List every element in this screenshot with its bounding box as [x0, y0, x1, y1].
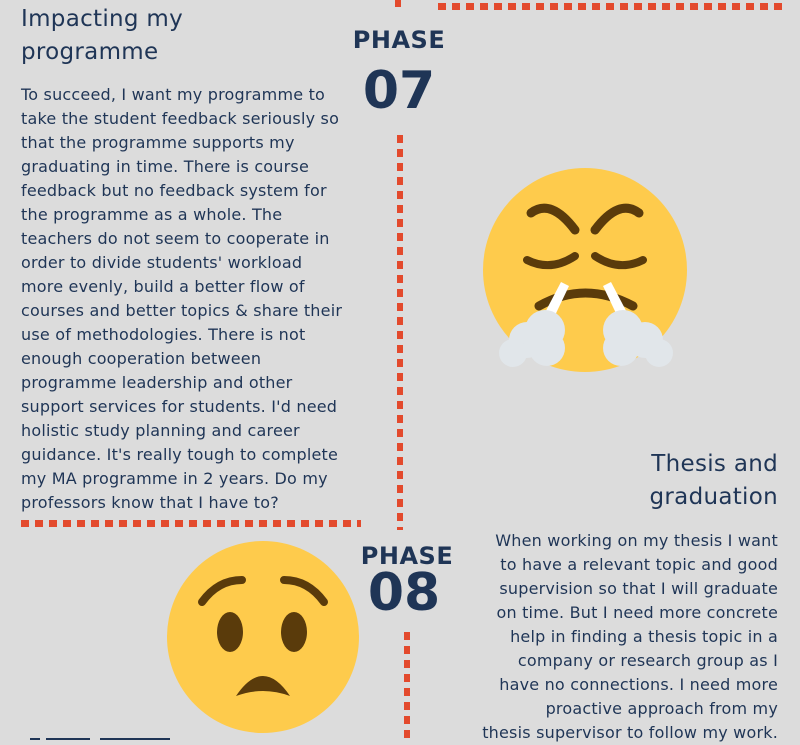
- phase08-label: PHASE: [360, 542, 454, 570]
- center-vertical-divider-upper: [397, 135, 403, 530]
- phase08-heading-line1: Thesis and: [651, 451, 778, 477]
- body-line: graduating in time. There is course: [21, 157, 309, 176]
- top-dot-marker: [395, 0, 401, 7]
- body-line: that the programme supports my: [21, 133, 295, 152]
- body-line: support services for students. I'd need: [21, 397, 338, 416]
- middle-dotted-divider: [21, 520, 361, 527]
- phase08-heading-block: Thesis and graduation: [470, 448, 778, 514]
- steaming-angry-face-icon: [483, 168, 693, 378]
- body-line: courses and better topics & share their: [21, 301, 343, 320]
- body-line: the programme as a whole. The: [21, 205, 283, 224]
- body-line: To succeed, I want my programme to: [21, 85, 326, 104]
- phase08-number: 08: [367, 563, 441, 623]
- body-line: guidance. It's really tough to complete: [21, 445, 339, 464]
- body-line: supervision so that I will graduate: [499, 579, 778, 598]
- body-line: proactive approach from my: [545, 699, 778, 718]
- phase07-text-block: Impacting my programme To succeed, I wan…: [21, 3, 361, 515]
- center-vertical-divider-lower: [404, 632, 410, 741]
- body-line: feedback but no feedback system for: [21, 181, 327, 200]
- body-line: holistic study planning and career: [21, 421, 300, 440]
- phase07-number: 07: [362, 61, 436, 121]
- body-line: to have a relevant topic and good: [500, 555, 778, 574]
- phase07-body: To succeed, I want my programme to take …: [21, 83, 361, 515]
- cut-off-heading-fragment: [30, 733, 180, 741]
- body-line: thesis supervisor to follow my work.: [482, 723, 778, 742]
- phase08-body: When working on my thesis I want to have…: [440, 529, 778, 745]
- body-line: order to divide students' workload: [21, 253, 303, 272]
- worried-face-icon: [166, 540, 360, 734]
- body-line: on time. But I need more concrete: [496, 603, 778, 622]
- top-dotted-divider: [438, 3, 783, 10]
- body-line: help in finding a thesis topic in a: [510, 627, 778, 646]
- phase07-heading-line2: programme: [21, 39, 159, 65]
- phase07-heading-line1: Impacting my: [21, 6, 184, 32]
- body-line: my MA programme in 2 years. Do my: [21, 469, 328, 488]
- body-line: have no connections. I need more: [499, 675, 778, 694]
- body-line: more evenly, build a better flow of: [21, 277, 305, 296]
- body-line: enough cooperation between: [21, 349, 262, 368]
- body-line: use of methodologies. There is not: [21, 325, 306, 344]
- body-line: programme leadership and other: [21, 373, 293, 392]
- phase08-heading: Thesis and graduation: [470, 448, 778, 514]
- body-line: take the student feedback seriously so: [21, 109, 340, 128]
- body-line: professors know that I have to?: [21, 493, 279, 512]
- phase08-heading-line2: graduation: [649, 484, 778, 510]
- body-line: When working on my thesis I want: [495, 531, 778, 550]
- body-line: company or research group as I: [517, 651, 778, 670]
- body-line: teachers do not seem to cooperate in: [21, 229, 330, 248]
- phase07-label: PHASE: [352, 26, 446, 54]
- phase07-heading: Impacting my programme: [21, 3, 361, 69]
